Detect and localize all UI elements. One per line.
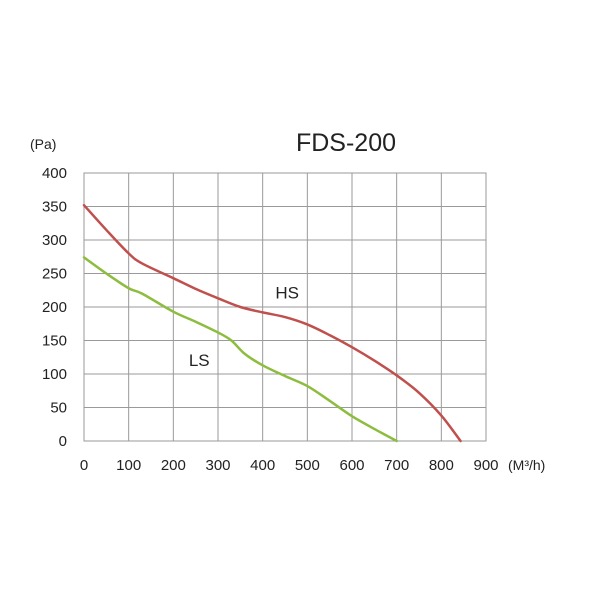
x-axis-unit: (M³/h) bbox=[508, 457, 545, 473]
y-axis-unit: (Pa) bbox=[30, 136, 56, 152]
series-line-hs bbox=[82, 203, 462, 443]
y-tick-label: 300 bbox=[42, 232, 67, 249]
y-tick-label: 250 bbox=[42, 266, 67, 283]
y-tick-label: 100 bbox=[42, 366, 67, 383]
y-tick-label: 400 bbox=[42, 165, 67, 182]
series-label-hs: HS bbox=[275, 283, 299, 302]
series-line-ls bbox=[82, 256, 398, 443]
series-labels: HS LS bbox=[189, 283, 299, 370]
y-tick-label: 50 bbox=[50, 400, 67, 417]
chart-grid bbox=[83, 172, 487, 442]
y-tick-label: 0 bbox=[59, 433, 67, 450]
x-tick-label: 300 bbox=[205, 457, 230, 474]
series-label-ls: LS bbox=[189, 351, 210, 370]
chart-series bbox=[82, 203, 462, 443]
x-tick-label: 500 bbox=[295, 457, 320, 474]
x-tick-label: 200 bbox=[161, 457, 186, 474]
x-tick-label: 400 bbox=[250, 457, 275, 474]
y-tick-label: 150 bbox=[42, 333, 67, 350]
x-tick-label: 0 bbox=[80, 457, 88, 474]
x-tick-label: 700 bbox=[384, 457, 409, 474]
x-tick-label: 600 bbox=[339, 457, 364, 474]
x-tick-label: 900 bbox=[473, 457, 498, 474]
x-tick-label: 100 bbox=[116, 457, 141, 474]
y-tick-label: 350 bbox=[42, 199, 67, 216]
x-tick-label: 800 bbox=[429, 457, 454, 474]
axis-ticks: 0 100 200 300 400 500 600 700 800 900 0 50 100 150 200… bbox=[42, 165, 499, 474]
chart-title: FDS-200 bbox=[296, 129, 396, 157]
y-tick-label: 200 bbox=[42, 299, 67, 316]
